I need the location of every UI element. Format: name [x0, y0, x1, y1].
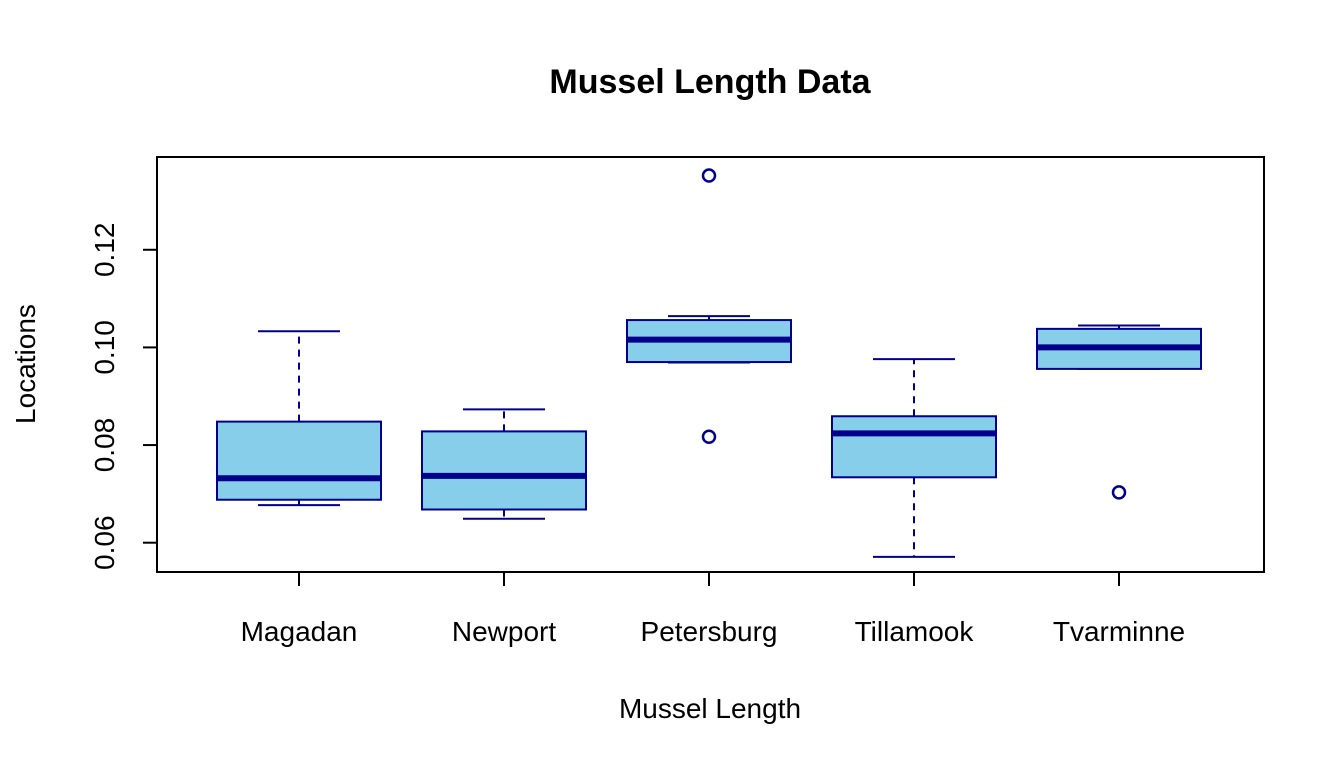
box-petersburg	[626, 168, 792, 445]
x-tick-label: Tillamook	[855, 616, 975, 647]
x-tick-label: Tvarminne	[1053, 616, 1185, 647]
box-iqr	[216, 420, 382, 501]
x-axis-label: Mussel Length	[619, 693, 801, 724]
chart-title: Mussel Length Data	[549, 63, 871, 101]
box-magadan	[216, 330, 382, 507]
box-tvarminne	[1036, 324, 1202, 500]
y-axis-label: Locations	[10, 304, 41, 424]
outlier-point	[701, 168, 717, 183]
y-axis: 0.06 0.08 0.10 0.12	[89, 223, 158, 570]
box-iqr	[831, 415, 997, 479]
y-tick-label: 0.08	[89, 418, 120, 473]
box-tillamook	[831, 358, 997, 558]
y-tick-label: 0.10	[89, 320, 120, 375]
box-iqr	[421, 430, 587, 511]
boxplot-series	[216, 168, 1202, 558]
outlier-point	[1111, 485, 1127, 500]
x-tick-label: Newport	[452, 616, 556, 647]
x-tick-label: Petersburg	[641, 616, 778, 647]
y-tick-label: 0.12	[89, 223, 120, 278]
x-axis: Magadan Newport Petersburg Tillamook Tvarmin…	[241, 571, 1185, 647]
box-newport	[421, 408, 587, 520]
y-tick-label: 0.06	[89, 515, 120, 570]
x-tick-label: Magadan	[241, 616, 358, 647]
outlier-point	[701, 429, 717, 445]
